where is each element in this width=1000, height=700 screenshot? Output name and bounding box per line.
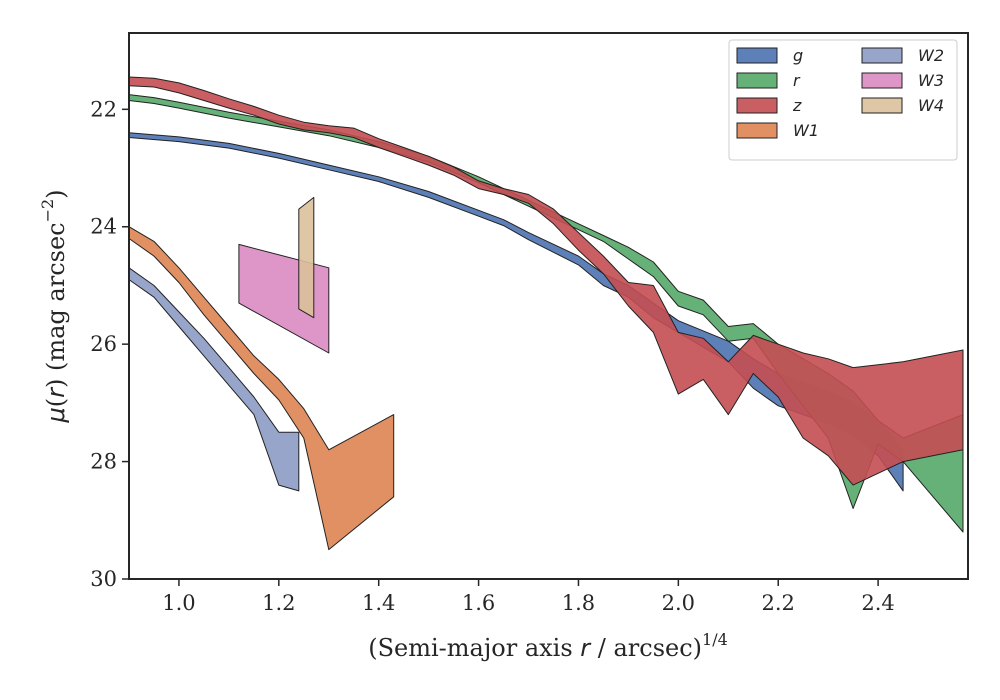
plot-frame (128, 32, 969, 580)
x-axis-ticks: 1.0 1.2 1.4 1.6 1.8 2.0 2.2 2.4 (162, 579, 895, 615)
bands-layer (128, 76, 964, 551)
y-tick-label: 22 (90, 97, 117, 121)
y-axis-label-var: r (42, 386, 70, 398)
x-tick-label: 1.8 (562, 591, 595, 615)
y-axis-label-open: ( (42, 398, 70, 407)
legend-label-z: z (792, 96, 802, 115)
y-axis-label: μ(r) (mag arcsec−2) (38, 189, 70, 423)
x-tick-label: 2.0 (662, 591, 695, 615)
legend-label-W4: W4 (918, 96, 944, 115)
y-tick-label: 24 (90, 215, 117, 239)
x-tick-label: 2.4 (861, 591, 894, 615)
x-axis-label-var: r (580, 634, 592, 662)
legend-label-g: g (793, 46, 803, 65)
legend-swatch-g (736, 47, 778, 64)
legend: grz W1 W2 W3 W4 (728, 39, 958, 161)
x-tick-label: 2.2 (762, 591, 795, 615)
band-z (128, 76, 964, 486)
legend-label-r: r (793, 71, 801, 90)
legend-swatch-W1 (736, 122, 778, 139)
x-tick-label: 1.2 (262, 591, 295, 615)
legend-swatch-z (736, 97, 778, 114)
legend-swatch-W3 (861, 72, 903, 89)
legend-swatch-r (736, 72, 778, 89)
legend-swatch-W4 (861, 97, 903, 114)
band-W2 (128, 267, 300, 492)
x-tick-label: 1.4 (362, 591, 395, 615)
y-axis-ticks: 22 24 26 28 30 (90, 97, 129, 591)
y-axis-label-mu: μ (42, 407, 70, 423)
x-axis-label-prefix: (Semi-major axis (368, 634, 580, 662)
band-g (128, 132, 904, 492)
x-axis-label: (Semi-major axis r / arcsec)1/4 (368, 630, 728, 662)
y-axis-label-end: ) (42, 189, 70, 198)
y-tick-label: 30 (90, 567, 117, 591)
x-axis-label-sup: 1/4 (702, 630, 728, 649)
y-axis-label-close: ) (42, 379, 70, 388)
x-tick-label: 1.6 (462, 591, 495, 615)
y-tick-label: 26 (90, 332, 117, 356)
legend-label-W2: W2 (918, 46, 944, 65)
x-tick-label: 1.0 (162, 591, 195, 615)
band-W3 (238, 243, 330, 354)
x-axis-label-mid: / arcsec) (590, 634, 702, 662)
band-W4 (298, 196, 315, 319)
legend-label-W3: W3 (918, 71, 944, 90)
legend-swatch-W2 (861, 47, 903, 64)
band-W1 (128, 226, 395, 551)
legend-items: grz W1 W2 W3 W4 (736, 46, 944, 140)
y-axis-label-unit: (mag arcsec (42, 222, 70, 378)
y-axis-label-sup: −2 (38, 199, 57, 223)
legend-frame (728, 39, 958, 161)
y-tick-label: 28 (90, 450, 117, 474)
legend-label-W1: W1 (793, 121, 819, 140)
